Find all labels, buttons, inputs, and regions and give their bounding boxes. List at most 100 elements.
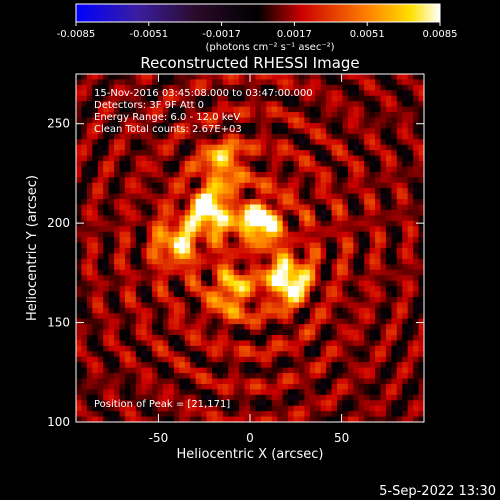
heatmap-cell: [130, 394, 137, 401]
heatmap-cell: [184, 182, 191, 189]
heatmap-cell: [326, 389, 332, 396]
heatmap-cell: [103, 405, 110, 412]
heatmap-cell: [250, 248, 256, 254]
heatmap-cell: [152, 177, 158, 184]
heatmap-cell: [86, 122, 93, 129]
heatmap-cell: [130, 400, 137, 407]
heatmap-cell: [413, 345, 419, 352]
heatmap-cell: [260, 411, 267, 417]
heatmap-cell: [396, 79, 403, 86]
heatmap-cell: [309, 373, 316, 379]
heatmap-cell: [146, 90, 153, 97]
heatmap-cell: [342, 231, 349, 238]
heatmap-cell: [396, 340, 403, 347]
heatmap-cell: [206, 253, 213, 260]
heatmap-cell: [260, 117, 267, 124]
heatmap-cell: [385, 242, 392, 249]
heatmap-cell: [141, 237, 148, 243]
heatmap-cell: [331, 340, 338, 347]
heatmap-cell: [342, 199, 349, 205]
heatmap-cell: [92, 193, 99, 200]
heatmap-cell: [130, 79, 137, 86]
heatmap-cell: [266, 367, 273, 374]
heatmap-cell: [418, 324, 424, 330]
heatmap-cell: [331, 122, 338, 129]
heatmap-cell: [173, 280, 180, 287]
heatmap-cell: [277, 133, 284, 140]
heatmap-cell: [320, 101, 327, 108]
heatmap-cell: [385, 324, 392, 330]
heatmap-cell: [407, 188, 414, 195]
heatmap-cell: [260, 155, 267, 162]
heatmap-cell: [364, 95, 371, 102]
heatmap-cell: [135, 188, 142, 195]
heatmap-cell: [418, 79, 424, 86]
heatmap-cell: [277, 144, 284, 151]
heatmap-cell: [130, 286, 137, 292]
heatmap-cell: [271, 286, 278, 292]
heatmap-cell: [76, 373, 82, 379]
heatmap-cell: [239, 378, 245, 385]
heatmap-cell: [413, 340, 419, 347]
heatmap-cell: [195, 155, 202, 162]
heatmap-cell: [217, 313, 224, 320]
heatmap-cell: [396, 286, 403, 292]
heatmap-cell: [130, 182, 137, 189]
heatmap-cell: [184, 335, 191, 341]
heatmap-cell: [206, 356, 213, 363]
heatmap-cell: [217, 383, 224, 390]
heatmap-cell: [119, 269, 126, 276]
heatmap-cell: [168, 237, 175, 243]
heatmap-cell: [141, 351, 148, 358]
heatmap-cell: [266, 161, 273, 167]
heatmap-cell: [413, 112, 419, 118]
heatmap-cell: [250, 150, 256, 156]
heatmap-cell: [163, 400, 169, 407]
heatmap-cell: [342, 389, 349, 396]
heatmap-cell: [402, 356, 409, 363]
heatmap-cell: [320, 378, 327, 385]
heatmap-cell: [152, 199, 158, 205]
heatmap-cell: [103, 356, 110, 363]
heatmap-cell: [309, 79, 316, 86]
heatmap-cell: [353, 400, 360, 407]
heatmap-cell: [146, 313, 153, 320]
heatmap-cell: [163, 188, 169, 195]
heatmap-cell: [293, 242, 300, 249]
heatmap-cell: [418, 182, 424, 189]
heatmap-cell: [271, 204, 278, 211]
heatmap-cell: [271, 264, 278, 271]
heatmap-cell: [173, 291, 180, 298]
heatmap-cell: [135, 264, 142, 271]
heatmap-cell: [157, 367, 164, 374]
heatmap-cell: [233, 144, 240, 151]
heatmap-cell: [298, 242, 305, 249]
heatmap-cell: [385, 313, 392, 320]
heatmap-cell: [130, 95, 137, 102]
heatmap-cell: [135, 220, 142, 227]
heatmap-cell: [385, 112, 392, 118]
heatmap-cell: [271, 74, 278, 80]
heatmap-cell: [342, 340, 349, 347]
heatmap-cell: [76, 112, 82, 118]
heatmap-cell: [385, 373, 392, 379]
heatmap-cell: [293, 220, 300, 227]
heatmap-cell: [190, 258, 197, 265]
heatmap-cell: [396, 258, 403, 265]
heatmap-cell: [92, 389, 99, 396]
heatmap-cell: [146, 275, 153, 282]
heatmap-cell: [402, 383, 409, 390]
heatmap-cell: [298, 209, 305, 216]
heatmap-cell: [396, 101, 403, 108]
heatmap-cell: [152, 248, 158, 254]
heatmap-cell: [190, 280, 197, 287]
heatmap-cell: [375, 155, 381, 162]
heatmap-cell: [331, 335, 338, 341]
heatmap-cell: [353, 237, 360, 243]
heatmap-cell: [418, 204, 424, 211]
heatmap-cell: [288, 231, 294, 238]
heatmap-cell: [119, 248, 126, 254]
heatmap-cell: [184, 400, 191, 407]
heatmap-cell: [391, 177, 398, 184]
heatmap-cell: [391, 253, 398, 260]
